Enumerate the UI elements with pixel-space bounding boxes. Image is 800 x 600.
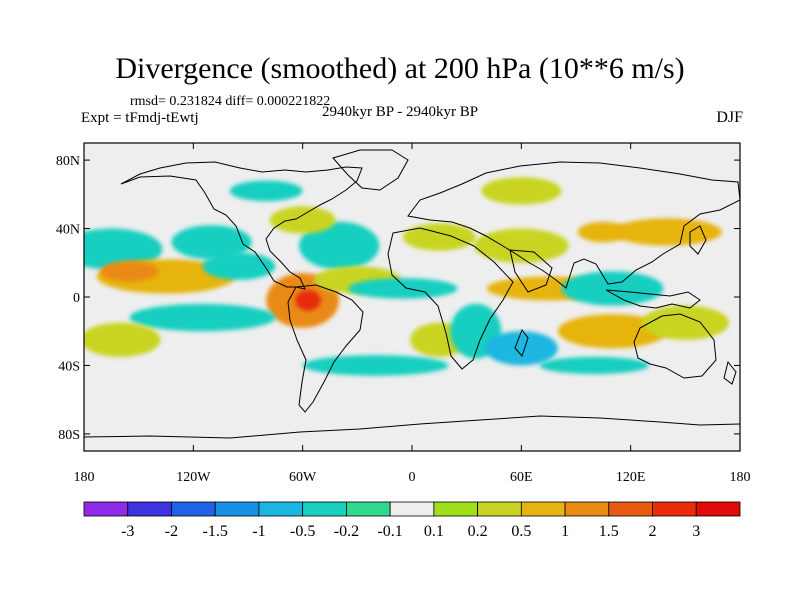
colorbar-swatch-7 — [389, 501, 435, 517]
y-tick-label-1: 40N — [56, 223, 80, 238]
field-region-18 — [481, 177, 562, 205]
field-region-11 — [348, 278, 458, 299]
field-region-22 — [557, 314, 668, 349]
field-region-12 — [402, 223, 476, 251]
field-region-24 — [84, 322, 161, 357]
coast-greenland — [332, 149, 409, 191]
colorbar-label-8: 0.2 — [468, 523, 488, 540]
colorbar-label-12: 2 — [649, 523, 657, 540]
chart-title: Divergence (smoothed) at 200 hPa (10**6 … — [115, 52, 685, 85]
coast-australia — [633, 313, 717, 379]
colorbar-swatch-12 — [608, 501, 653, 517]
season-label: DJF — [716, 109, 743, 126]
coast-south-america — [287, 284, 364, 413]
axes: 180 120W 60W 0 60E 120E 180 80N 40N 0 40S 80S — [56, 143, 751, 485]
field-region-26 — [539, 356, 649, 375]
field-region-6 — [295, 290, 321, 311]
field-region-2 — [100, 261, 159, 282]
colorbar-label-3: -1 — [252, 523, 265, 540]
colorbar-swatch-0 — [83, 501, 129, 517]
coastlines — [84, 149, 740, 439]
colorbar-swatch-2 — [171, 501, 216, 517]
field-region-17 — [484, 331, 558, 366]
colorbar-label-10: 1 — [561, 523, 569, 540]
y-tick-label-0: 80N — [56, 154, 80, 169]
colorbar-swatch-6 — [345, 501, 391, 517]
coast-north-america — [120, 161, 363, 290]
colorbar-label-0: -3 — [121, 523, 134, 540]
field-region-4 — [202, 252, 276, 280]
experiment-label: Expt = tFmdj-tEwtj — [81, 110, 199, 126]
colorbar-label-5: -0.2 — [334, 523, 359, 540]
x-tick-label-5: 120E — [616, 470, 646, 485]
colorbar: -3 -2 -1.5 -1 -0.5 -0.2 -0.1 0.1 0.2 0.5 1 1.5 2 3 — [83, 501, 741, 540]
colorbar-swatch-1 — [127, 501, 172, 517]
colorbar-swatch-14 — [695, 501, 741, 517]
x-tick-label-4: 60E — [510, 470, 533, 485]
field-region-20 — [577, 221, 629, 243]
field-region-7 — [299, 221, 380, 270]
x-tick-label-1: 120W — [176, 470, 211, 485]
field-region-25 — [302, 355, 449, 376]
colorbar-label-9: 0.5 — [511, 523, 531, 540]
colorbar-label-4: -0.5 — [290, 523, 315, 540]
colorbar-swatch-9 — [477, 501, 522, 517]
coast-eurasia — [407, 161, 740, 289]
colorbar-label-1: -2 — [165, 523, 178, 540]
colorbar-label-11: 1.5 — [599, 523, 619, 540]
coast-madagascar — [514, 328, 529, 357]
stats-text: rmsd= 0.231824 diff= 0.000221822 — [130, 94, 331, 109]
field-region-3 — [171, 225, 252, 260]
colorbar-swatch-8 — [433, 501, 479, 517]
colorbar-label-6: -0.1 — [377, 523, 402, 540]
colorbar-swatch-13 — [652, 501, 697, 517]
field-region-9 — [129, 303, 276, 332]
x-tick-label-0: 180 — [74, 470, 95, 485]
y-tick-label-4: 80S — [58, 428, 80, 443]
colorbar-swatch-5 — [302, 501, 347, 517]
x-tick-label-2: 60W — [289, 470, 317, 485]
x-tick-label-3: 0 — [409, 470, 416, 485]
coast-indonesia — [605, 289, 701, 309]
y-tick-label-3: 40S — [58, 359, 80, 374]
colorbar-label-13: 3 — [692, 523, 700, 540]
colorbar-swatch-3 — [214, 501, 260, 517]
field-region-27 — [229, 180, 303, 202]
field-region-0 — [84, 228, 163, 270]
field-region-15 — [473, 228, 569, 263]
field-region-21 — [561, 271, 664, 306]
colorbar-swatch-11 — [564, 501, 610, 517]
coast-arabia — [509, 249, 553, 293]
coast-antarctica — [84, 415, 740, 439]
coast-japan — [689, 225, 707, 255]
field-region-8 — [269, 206, 336, 234]
field-region-19 — [612, 218, 722, 246]
coast-africa — [387, 227, 514, 370]
field-regions — [84, 177, 730, 376]
colorbar-swatch-10 — [520, 501, 566, 517]
coast-new-zealand — [723, 360, 737, 385]
period-label: 2940kyr BP - 2940kyr BP — [322, 104, 479, 120]
x-tick-label-6: 180 — [730, 470, 751, 485]
colorbar-label-7: 0.1 — [424, 523, 444, 540]
colorbar-label-2: -1.5 — [203, 523, 228, 540]
colorbar-swatch-4 — [258, 501, 304, 517]
field-region-23 — [641, 305, 730, 340]
y-tick-label-2: 0 — [73, 291, 80, 306]
